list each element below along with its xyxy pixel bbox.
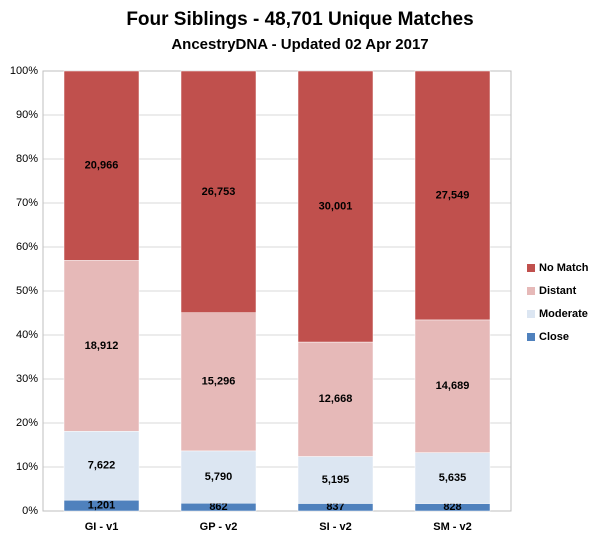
bar-segment xyxy=(414,452,491,504)
data-label: 828 xyxy=(443,501,461,513)
legend-label: Distant xyxy=(539,285,577,297)
data-label: 26,753 xyxy=(202,186,236,198)
bar-segment xyxy=(180,450,257,504)
x-tick-label: GI - v1 xyxy=(85,521,119,533)
data-label: 7,622 xyxy=(88,460,116,472)
bar-segment xyxy=(414,70,491,321)
data-label: 5,195 xyxy=(322,474,350,486)
bar-segment xyxy=(414,319,491,453)
x-tick-label: SI - v2 xyxy=(319,521,351,533)
y-tick-label: 60% xyxy=(16,241,38,253)
y-tick-label: 0% xyxy=(22,505,38,517)
chart-title: Four Siblings - 48,701 Unique Matches xyxy=(126,9,473,30)
data-label: 18,912 xyxy=(85,340,119,352)
bar-segment xyxy=(63,431,140,501)
bar-segment xyxy=(297,341,374,457)
chart-subtitle: AncestryDNA - Updated 02 Apr 2017 xyxy=(171,36,428,53)
legend-label: Close xyxy=(539,331,569,343)
bar-segment xyxy=(63,260,140,432)
data-label: 5,635 xyxy=(439,472,467,484)
data-label: 20,966 xyxy=(85,160,119,172)
bar-segment xyxy=(180,312,257,452)
y-tick-label: 80% xyxy=(16,153,38,165)
data-label: 27,549 xyxy=(436,189,470,201)
legend-swatch xyxy=(527,333,535,341)
bar-segment xyxy=(180,70,257,313)
y-tick-label: 70% xyxy=(16,197,38,209)
y-tick-label: 10% xyxy=(16,461,38,473)
data-label: 14,689 xyxy=(436,380,470,392)
data-label: 862 xyxy=(209,501,227,513)
y-tick-label: 100% xyxy=(10,65,38,77)
data-label: 12,668 xyxy=(319,393,353,405)
y-tick-label: 90% xyxy=(16,109,38,121)
legend-swatch xyxy=(527,264,535,272)
legend-label: Moderate xyxy=(539,308,588,320)
data-label: 837 xyxy=(326,501,344,513)
legend-swatch xyxy=(527,287,535,295)
data-label: 15,296 xyxy=(202,376,236,388)
legend-label: No Match xyxy=(539,262,589,274)
legend-swatch xyxy=(527,310,535,318)
data-label: 30,001 xyxy=(319,200,353,212)
data-label: 1,201 xyxy=(88,499,116,511)
x-tick-label: SM - v2 xyxy=(433,521,472,533)
bar-segment xyxy=(63,70,140,261)
y-tick-label: 40% xyxy=(16,329,38,341)
x-tick-label: GP - v2 xyxy=(200,521,238,533)
bar-segment xyxy=(297,70,374,343)
y-tick-label: 50% xyxy=(16,285,38,297)
y-tick-label: 30% xyxy=(16,373,38,385)
plot-border xyxy=(42,70,512,512)
data-label: 5,790 xyxy=(205,471,233,483)
y-tick-label: 20% xyxy=(16,417,38,429)
